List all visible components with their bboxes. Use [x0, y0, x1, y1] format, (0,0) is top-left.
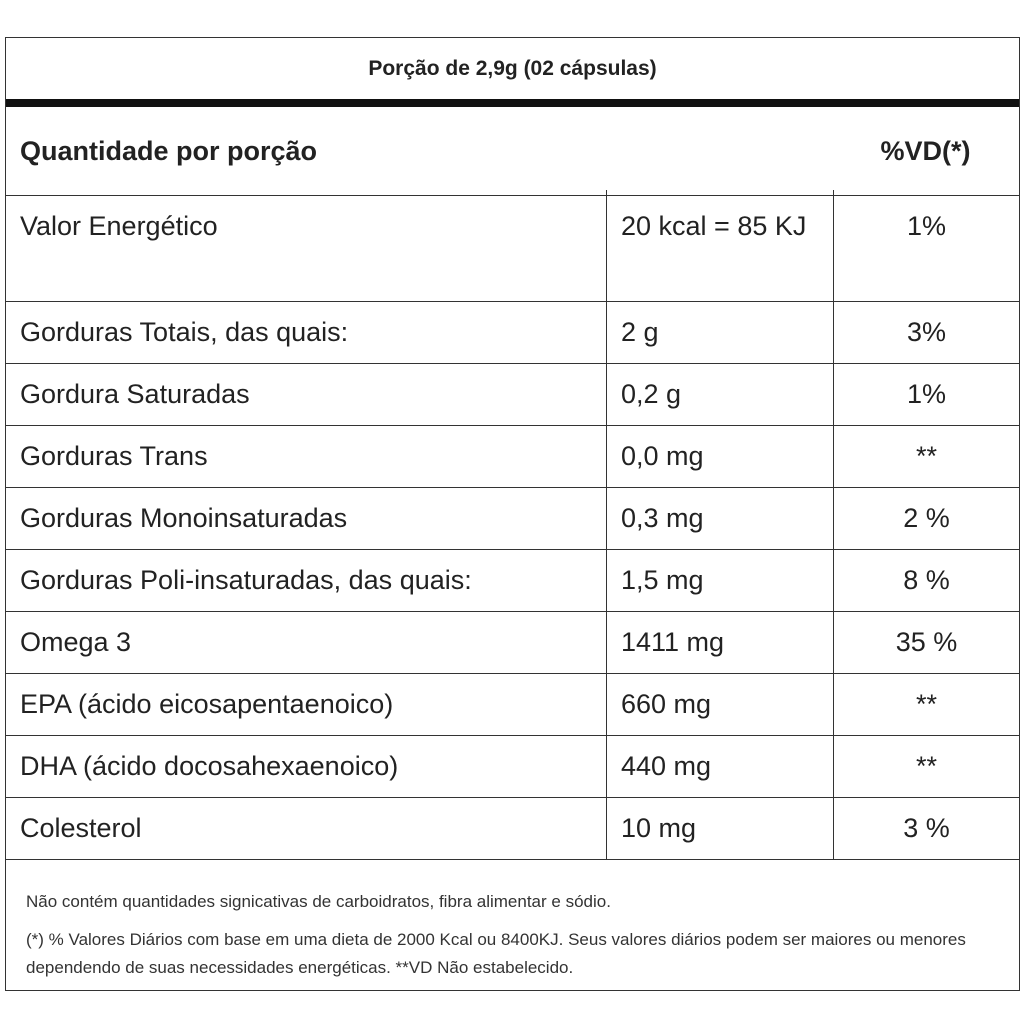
daily-value: 3 %: [903, 813, 950, 843]
nutrient: Gorduras Poli-insaturadas, das quais:: [6, 544, 607, 611]
table-row: Colesterol 10 mg 3 %: [6, 792, 1019, 860]
nutrient: Gorduras Monoinsaturadas: [6, 482, 607, 549]
nutrient: Gordura Saturadas: [6, 358, 607, 425]
footnote: Não contém quantidades signicativas de c…: [26, 892, 611, 911]
nutrient: Gorduras Totais, das quais:: [6, 296, 607, 363]
footnotes: Não contém quantidades signicativas de c…: [6, 860, 1019, 982]
daily-value: **: [915, 689, 937, 719]
table-row: Gorduras Monoinsaturadas 0,3 mg 2 %: [6, 482, 1019, 550]
table-row: Omega 3 1411 mg 35 %: [6, 606, 1019, 674]
daily-value: 8 %: [903, 565, 950, 595]
table-row: Gorduras Trans 0,0 mg **: [6, 420, 1019, 488]
amount: 20 kcal = 85 KJ: [607, 190, 834, 301]
table-row: Gordura Saturadas 0,2 g 1%: [6, 358, 1019, 426]
amount: 0,3 mg: [607, 482, 834, 549]
daily-value: 2 %: [903, 503, 950, 533]
footnote: (*) % Valores Diários com base em uma di…: [26, 930, 966, 977]
amount: 1,5 mg: [607, 544, 834, 611]
nutrient: Omega 3: [6, 606, 607, 673]
amount: 660 mg: [607, 668, 834, 735]
head-vd: %VD(*): [880, 135, 971, 166]
amount: 10 mg: [607, 792, 834, 859]
nutrition-table: Porção de 2,9g (02 cápsulas) Quantidade …: [5, 37, 1020, 991]
nutrient: DHA (ácido docosahexaenoico): [6, 730, 607, 797]
table-head: Quantidade por porção %VD(*): [6, 107, 1019, 196]
amount: 2 g: [607, 296, 834, 363]
daily-value: **: [915, 751, 937, 781]
table-row: EPA (ácido eicosapentaenoico) 660 mg **: [6, 668, 1019, 736]
head-label: Quantidade por porção: [20, 135, 318, 166]
amount: 0,2 g: [607, 358, 834, 425]
daily-value: 1%: [906, 379, 947, 409]
portion: Porção de 2,9g (02 cápsulas): [6, 38, 1019, 107]
amount: 1411 mg: [607, 606, 834, 673]
amount: 440 mg: [607, 730, 834, 797]
daily-value: 3%: [906, 317, 947, 347]
table-row: Gorduras Poli-insaturadas, das quais: 1,5…: [6, 544, 1019, 612]
rows: Valor Energético 20 kcal = 85 KJ 1% Gordura…: [6, 190, 1019, 860]
table-row: DHA (ácido docosahexaenoico) 440 mg **: [6, 730, 1019, 798]
daily-value: **: [915, 441, 937, 471]
amount: 0,0 mg: [607, 420, 834, 487]
nutrient: Valor Energético: [6, 190, 607, 301]
table-row: Valor Energético 20 kcal = 85 KJ 1%: [6, 190, 1019, 302]
daily-value: 1%: [906, 211, 947, 241]
table-row: Gorduras Totais, das quais: 2 g 3%: [6, 296, 1019, 364]
daily-value: 35 %: [895, 627, 958, 657]
nutrient: Colesterol: [6, 792, 607, 859]
nutrient: Gorduras Trans: [6, 420, 607, 487]
nutrient: EPA (ácido eicosapentaenoico): [6, 668, 607, 735]
